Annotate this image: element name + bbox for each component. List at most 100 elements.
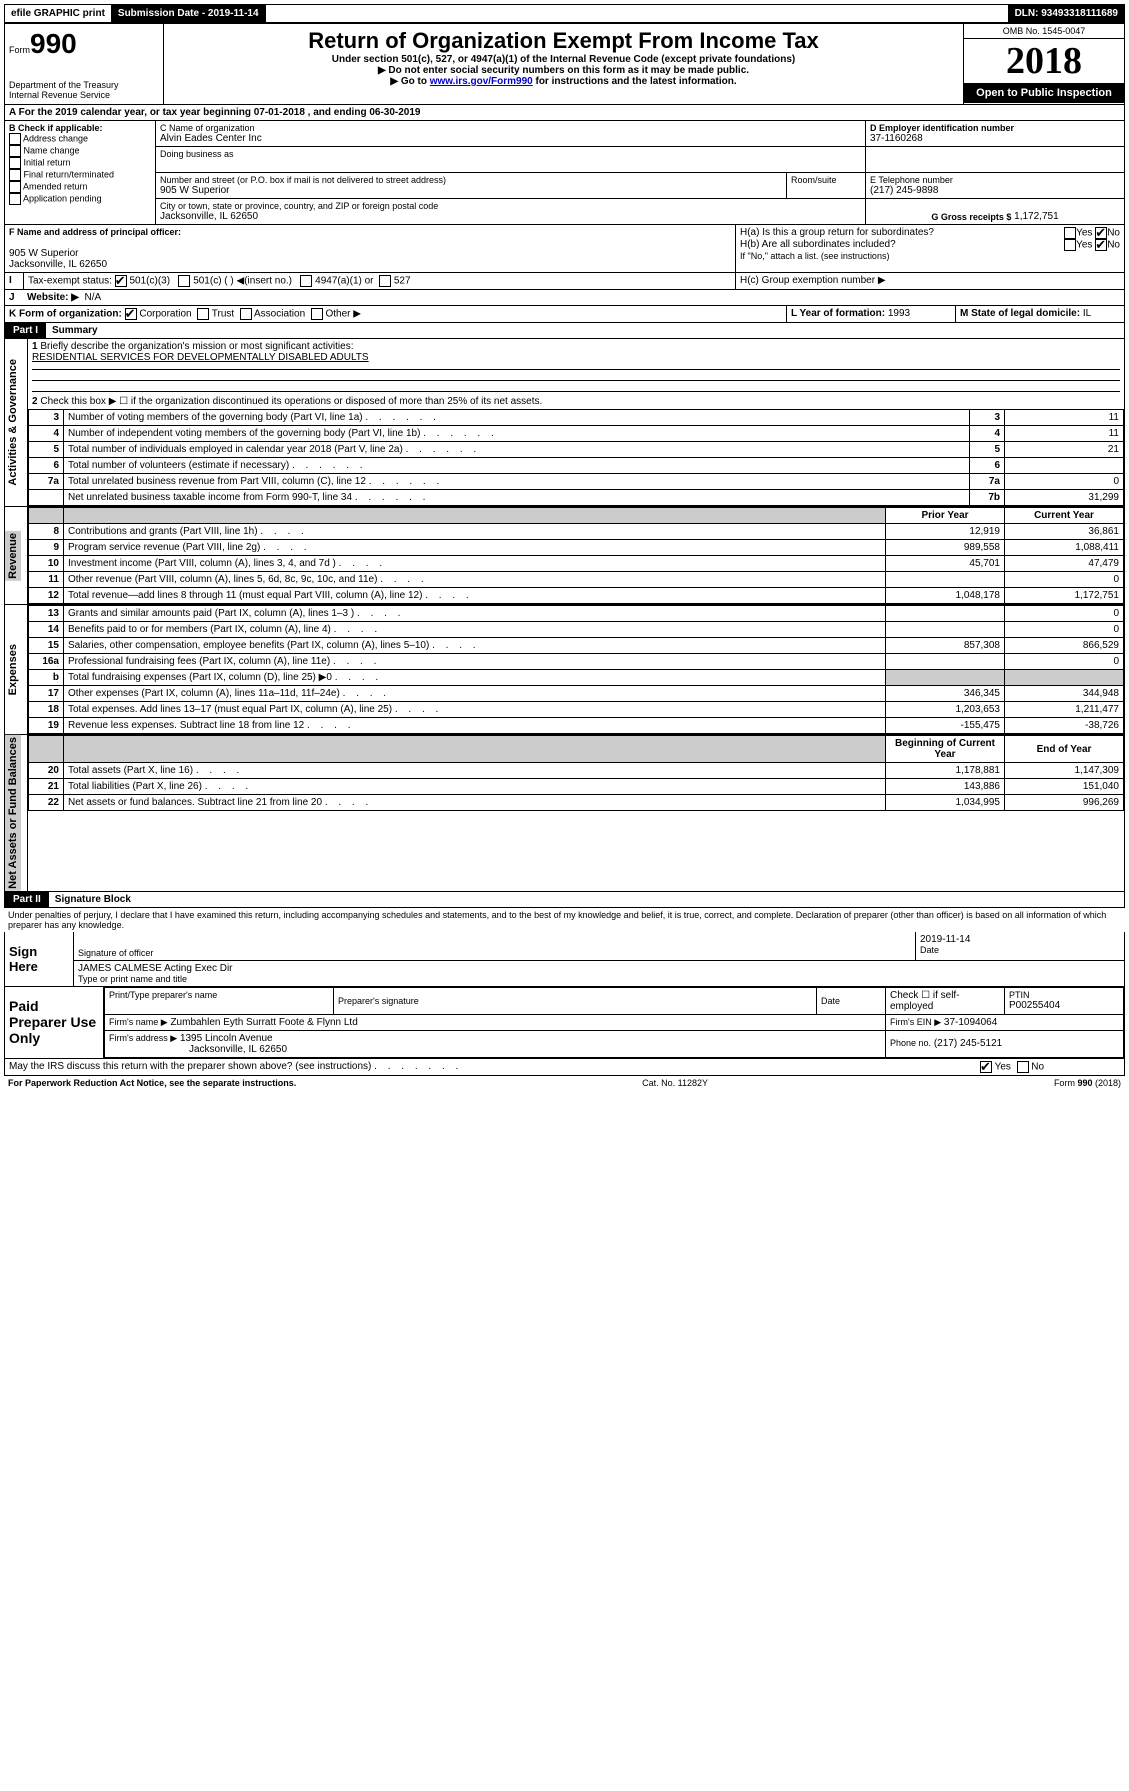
website-label: Website: ▶ xyxy=(27,292,79,303)
box-k-label: K Form of organization: xyxy=(9,309,122,320)
current-val: 47,479 xyxy=(1005,556,1124,572)
prior-val: 346,345 xyxy=(886,686,1005,702)
officer-addr1: 905 W Superior xyxy=(9,248,731,259)
part1-label: Part I xyxy=(5,323,46,338)
cb-trust[interactable] xyxy=(197,308,209,320)
lbl-4947: 4947(a)(1) or xyxy=(315,276,373,287)
efile-cell[interactable]: efile GRAPHIC print xyxy=(5,5,111,22)
line-text: Contributions and grants (Part VIII, lin… xyxy=(64,524,886,540)
line-text: Total number of individuals employed in … xyxy=(64,442,970,458)
checkbox-app-pending[interactable] xyxy=(9,193,21,205)
prior-val: -155,475 xyxy=(886,718,1005,734)
prior-val: 143,886 xyxy=(886,779,1005,795)
current-val: 1,147,309 xyxy=(1005,763,1124,779)
dept-irs: Internal Revenue Service xyxy=(9,90,159,100)
line-num: 13 xyxy=(29,606,64,622)
line-text: Total number of volunteers (estimate if … xyxy=(64,458,970,474)
hdr-prior: Prior Year xyxy=(886,508,1005,524)
line-num: 14 xyxy=(29,622,64,638)
dba-label: Doing business as xyxy=(160,149,861,159)
prior-val: 1,203,653 xyxy=(886,702,1005,718)
side-expenses: Expenses xyxy=(5,642,21,697)
firm-ein-label: Firm's EIN ▶ xyxy=(890,1017,941,1027)
prep-name-label: Print/Type preparer's name xyxy=(109,990,329,1000)
checkbox-address-change[interactable] xyxy=(9,133,21,145)
line-text: Benefits paid to or for members (Part IX… xyxy=(64,622,886,638)
line-text: Net unrelated business taxable income fr… xyxy=(64,490,970,506)
box-l-label: L Year of formation: xyxy=(791,308,885,319)
shade-cell xyxy=(29,508,64,524)
firm-ein: 37-1094064 xyxy=(944,1017,997,1028)
checkbox-name-change[interactable] xyxy=(9,145,21,157)
cb-other[interactable] xyxy=(311,308,323,320)
prior-val: 12,919 xyxy=(886,524,1005,540)
box-c-label: C Name of organization xyxy=(160,123,861,133)
lbl-assoc: Association xyxy=(254,309,305,320)
ptin-value: P00255404 xyxy=(1009,1000,1119,1011)
ha-yes[interactable] xyxy=(1064,227,1076,239)
discuss-no-lbl: No xyxy=(1031,1061,1044,1072)
checkbox-initial-return[interactable] xyxy=(9,157,21,169)
line-ref: 7b xyxy=(970,490,1005,506)
firm-name-label: Firm's name ▶ xyxy=(109,1017,168,1027)
discuss-no[interactable] xyxy=(1017,1061,1029,1073)
net-table: Beginning of Current YearEnd of Year 20 … xyxy=(28,735,1124,811)
line-text: Investment income (Part VIII, column (A)… xyxy=(64,556,886,572)
line-num: 7a xyxy=(29,474,64,490)
current-val xyxy=(1005,670,1124,686)
h-a-label: H(a) Is this a group return for subordin… xyxy=(740,227,934,239)
firm-addr1: 1395 Lincoln Avenue xyxy=(180,1033,273,1044)
line-text: Total revenue—add lines 8 through 11 (mu… xyxy=(64,588,886,604)
date-label: Date xyxy=(920,945,1120,955)
prior-val: 1,048,178 xyxy=(886,588,1005,604)
firm-addr2: Jacksonville, IL 62650 xyxy=(189,1044,287,1055)
prior-val: 1,034,995 xyxy=(886,795,1005,811)
cb-501c3[interactable] xyxy=(115,275,127,287)
box-f-label: F Name and address of principal officer: xyxy=(9,227,731,237)
q2-label: Check this box ▶ ☐ if the organization d… xyxy=(40,396,542,407)
prior-val xyxy=(886,654,1005,670)
line-num: 3 xyxy=(29,410,64,426)
cb-assoc[interactable] xyxy=(240,308,252,320)
hb-yes[interactable] xyxy=(1064,239,1076,251)
line-text: Other revenue (Part VIII, column (A), li… xyxy=(64,572,886,588)
part1-title: Summary xyxy=(46,323,104,338)
ein: 37-1160268 xyxy=(870,133,1120,144)
box-e-label: E Telephone number xyxy=(870,175,1120,185)
hdr-begin: Beginning of Current Year xyxy=(886,736,1005,763)
prior-val: 1,178,881 xyxy=(886,763,1005,779)
current-val: 1,088,411 xyxy=(1005,540,1124,556)
cb-501c[interactable] xyxy=(178,275,190,287)
prep-date-label: Date xyxy=(821,996,881,1006)
section-fh: F Name and address of principal officer:… xyxy=(4,225,1125,273)
cb-corp[interactable] xyxy=(125,308,137,320)
checkbox-amended[interactable] xyxy=(9,181,21,193)
top-bar: efile GRAPHIC print Submission Date - 20… xyxy=(4,4,1125,23)
officer-addr2: Jacksonville, IL 62650 xyxy=(9,259,731,270)
lbl-address-change: Address change xyxy=(23,133,88,143)
go-to-text: Go to xyxy=(401,76,430,87)
lbl-501c3: 501(c)(3) xyxy=(129,276,170,287)
line-val: 31,299 xyxy=(1005,490,1124,506)
line-val xyxy=(1005,458,1124,474)
line-num: 8 xyxy=(29,524,64,540)
checkbox-final-return[interactable] xyxy=(9,169,21,181)
line-num: 18 xyxy=(29,702,64,718)
tax-year: 2018 xyxy=(964,39,1124,83)
form990-link[interactable]: www.irs.gov/Form990 xyxy=(430,76,533,87)
line-num: 22 xyxy=(29,795,64,811)
cb-527[interactable] xyxy=(379,275,391,287)
part2-title: Signature Block xyxy=(49,892,137,907)
prior-val: 45,701 xyxy=(886,556,1005,572)
prior-val xyxy=(886,670,1005,686)
cb-4947[interactable] xyxy=(300,275,312,287)
lbl-name-change: Name change xyxy=(24,145,80,155)
form-prefix: Form xyxy=(9,45,30,55)
prior-val xyxy=(886,622,1005,638)
discuss-yes[interactable] xyxy=(980,1061,992,1073)
hb-no[interactable] xyxy=(1095,239,1107,251)
part2-label: Part II xyxy=(5,892,49,907)
line-ref: 3 xyxy=(970,410,1005,426)
lbl-initial-return: Initial return xyxy=(24,157,71,167)
line-text: Number of independent voting members of … xyxy=(64,426,970,442)
